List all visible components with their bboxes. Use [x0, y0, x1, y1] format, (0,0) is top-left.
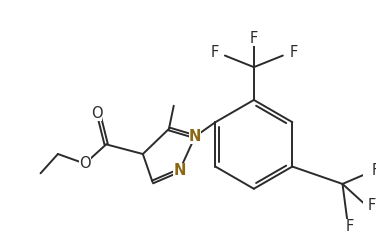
- Text: O: O: [79, 156, 91, 171]
- Text: O: O: [91, 106, 102, 121]
- Text: N: N: [189, 129, 201, 144]
- Text: F: F: [210, 45, 218, 60]
- Text: F: F: [289, 45, 297, 60]
- Text: N: N: [173, 163, 186, 178]
- Text: F: F: [250, 31, 258, 46]
- Text: F: F: [371, 163, 376, 178]
- Text: F: F: [346, 219, 354, 234]
- Text: F: F: [367, 198, 376, 213]
